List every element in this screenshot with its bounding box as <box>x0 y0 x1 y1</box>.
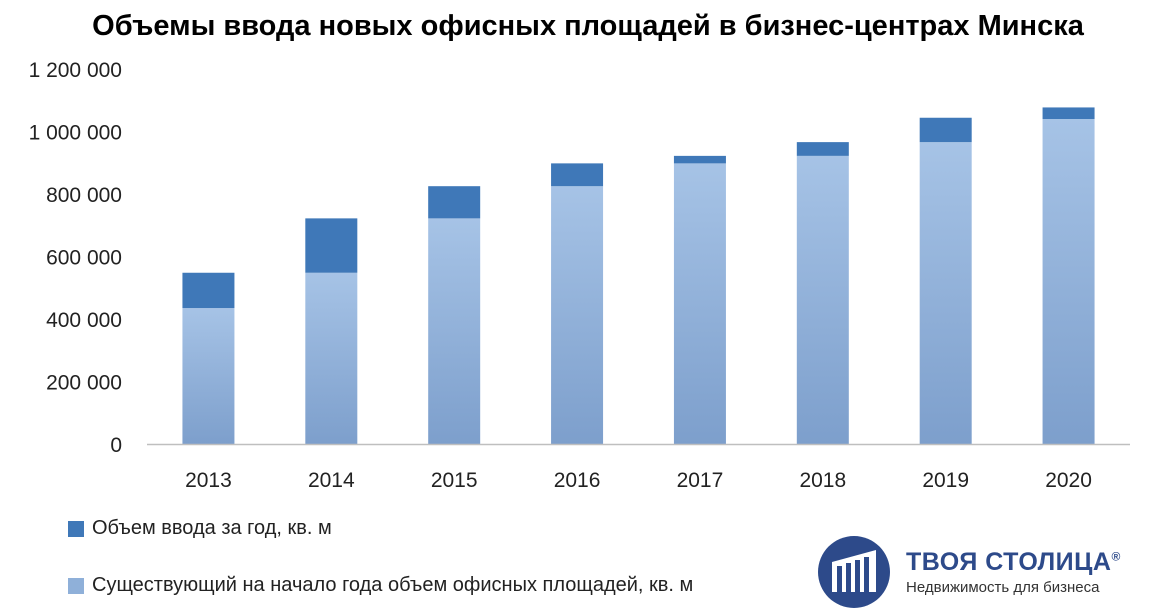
y-tick-label: 600 000 <box>46 247 122 270</box>
legend-label-added: Объем ввода за год, кв. м <box>92 517 332 539</box>
x-tick-label: 2015 <box>431 469 478 492</box>
stacked-bar-chart: 0 200 000 400 000 600 000 800 000 1 000 000 1 … <box>29 59 1130 492</box>
bar-existing-2015 <box>428 218 481 444</box>
y-tick-label: 0 <box>110 434 122 457</box>
y-axis: 0 200 000 400 000 600 000 800 000 1 000 000 1 … <box>29 59 122 457</box>
legend-item-added: Объем ввода за год, кв. м <box>68 517 332 540</box>
bar-existing-2013 <box>182 308 235 444</box>
building-logo-icon <box>818 536 890 608</box>
bar-added-2014 <box>305 218 358 273</box>
bar-added-2015 <box>428 186 481 219</box>
y-tick-label: 200 000 <box>46 372 122 395</box>
legend-item-existing: Существующий на начало года объем офисны… <box>68 574 693 597</box>
legend-swatch-added <box>68 520 84 537</box>
legend-swatch-existing <box>68 577 84 594</box>
x-tick-label: 2013 <box>185 469 232 492</box>
x-tick-label: 2017 <box>677 469 724 492</box>
logo-tagline: Недвижимость для бизнеса <box>906 579 1100 596</box>
x-tick-label: 2019 <box>922 469 969 492</box>
chart-title: Объемы ввода новых офисных площадей в би… <box>92 10 1084 42</box>
bar-added-2013 <box>182 272 235 309</box>
x-tick-label: 2016 <box>554 469 601 492</box>
bar-added-2020 <box>1042 107 1095 119</box>
bar-existing-2018 <box>796 155 849 444</box>
y-tick-label: 400 000 <box>46 309 122 332</box>
brand-logo: ТВОЯ СТОЛИЦА® Недвижимость для бизнеса <box>818 536 1121 608</box>
x-axis: 2013 2014 2015 2016 2017 2018 2019 2020 <box>185 469 1092 492</box>
y-tick-label: 1 200 000 <box>29 59 122 82</box>
bar-existing-2020 <box>1042 119 1095 444</box>
bars-group <box>182 107 1095 444</box>
bar-existing-2014 <box>305 272 358 444</box>
bar-existing-2016 <box>551 186 604 444</box>
logo-name: ТВОЯ СТОЛИЦА <box>906 548 1112 576</box>
bar-added-2017 <box>673 155 726 164</box>
legend-label-existing: Существующий на начало года объем офисны… <box>92 574 694 596</box>
y-tick-label: 1 000 000 <box>29 122 122 145</box>
bar-existing-2019 <box>919 142 972 444</box>
x-tick-label: 2014 <box>308 469 355 492</box>
x-tick-label: 2018 <box>799 469 846 492</box>
bar-added-2018 <box>796 142 849 156</box>
bar-existing-2017 <box>673 163 726 444</box>
x-tick-label: 2020 <box>1045 469 1092 492</box>
bar-added-2019 <box>919 117 972 143</box>
y-tick-label: 800 000 <box>46 184 122 207</box>
bar-added-2016 <box>551 163 604 187</box>
registered-mark: ® <box>1111 549 1121 564</box>
